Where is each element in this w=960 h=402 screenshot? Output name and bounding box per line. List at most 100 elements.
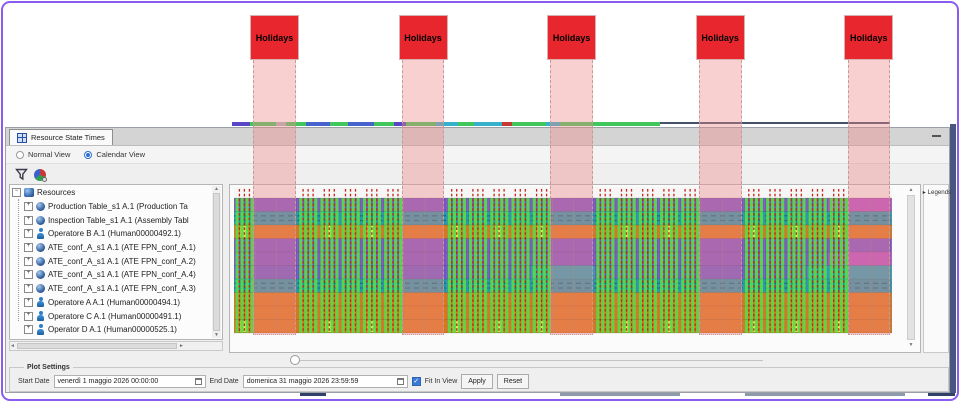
machine-icon bbox=[36, 215, 45, 225]
tree-item[interactable]: + ATE_conf_A_s1 A.1 (ATE FPN_conf_A.3) bbox=[12, 282, 212, 296]
calendar-icon[interactable] bbox=[396, 378, 404, 385]
background-window-right-edge bbox=[950, 124, 956, 393]
tree-vertical-scrollbar[interactable]: ▲ ▼ bbox=[212, 186, 221, 338]
fit-in-view-checkbox[interactable]: ✓ bbox=[411, 377, 421, 386]
start-date-label: Start Date bbox=[18, 378, 50, 385]
person-icon bbox=[36, 296, 45, 308]
resources-tree: − Resources + Production Table_s1 A.1 (Prod… bbox=[12, 186, 212, 339]
expander-icon[interactable]: + bbox=[24, 270, 33, 280]
tree-item-label: ATE_conf_A_s1 A.1 (ATE FPN_conf_A.4) bbox=[48, 270, 196, 280]
background-strip-segment bbox=[348, 122, 374, 126]
scroll-down-icon[interactable]: ▼ bbox=[908, 342, 914, 348]
plot-settings-controls: Start Date venerdì 1 maggio 2026 00:00:0… bbox=[18, 374, 530, 389]
background-strip-segment bbox=[406, 122, 436, 126]
apply-button[interactable]: Apply bbox=[461, 374, 493, 389]
plot-settings-group: Plot Settings Start Date venerdì 1 maggi… bbox=[9, 364, 949, 392]
scroll-up-icon[interactable]: ▲ bbox=[908, 187, 914, 193]
calendar-view-label[interactable]: Calendar View bbox=[96, 150, 146, 159]
expander-icon[interactable]: − bbox=[12, 188, 21, 198]
resource-table-icon bbox=[17, 132, 27, 143]
tree-item[interactable]: + Inspection Table_s1 A.1 (Assembly Tabl bbox=[12, 213, 212, 227]
background-strip-segment bbox=[300, 393, 326, 396]
state-times-chart[interactable] bbox=[234, 187, 892, 335]
tree-item-label: Inspection Table_s1 A.1 (Assembly Tabl bbox=[48, 215, 189, 225]
chart-vertical-scrollbar[interactable]: ▲ ▼ bbox=[906, 187, 916, 348]
normal-view-label[interactable]: Normal View bbox=[28, 150, 71, 159]
background-strip-segment bbox=[394, 122, 406, 126]
tree-item[interactable]: + Production Table_s1 A.1 (Production Ta bbox=[12, 200, 212, 214]
timeline-zoom-slider-row bbox=[6, 354, 951, 368]
tree-item[interactable]: + ATE_conf_A_s1 A.1 (ATE FPN_conf_A.2) bbox=[12, 254, 212, 268]
tree-item-label: Operatore B A.1 (Human00000492.1) bbox=[48, 229, 181, 239]
tree-item[interactable]: + Operatore A A.1 (Human00000494.1) bbox=[12, 296, 212, 310]
tab-bar: Resource State Times bbox=[6, 128, 949, 146]
person-icon bbox=[36, 228, 45, 239]
expander-icon[interactable]: + bbox=[24, 256, 33, 266]
legends-label: Legends bbox=[927, 189, 952, 196]
background-strip-segment bbox=[374, 122, 394, 126]
expander-icon[interactable]: + bbox=[24, 215, 33, 225]
tree-item-root[interactable]: − Resources bbox=[12, 186, 212, 200]
expander-icon[interactable]: + bbox=[24, 325, 33, 335]
legends-panel: ▸ Legends bbox=[923, 184, 952, 353]
tree-horizontal-scrollbar[interactable]: ◄ ► bbox=[9, 341, 223, 351]
tree-item[interactable]: + ATE_conf_A_s1 A.1 (ATE FPN_conf_A.1) bbox=[12, 241, 212, 255]
background-strip-segment bbox=[474, 122, 502, 126]
end-date-input[interactable]: domenica 31 maggio 2026 23:59:59 bbox=[242, 375, 408, 388]
scroll-down-icon[interactable]: ▼ bbox=[214, 332, 219, 338]
reset-button[interactable]: Reset bbox=[496, 374, 530, 389]
pie-chart-zoom-icon[interactable] bbox=[32, 167, 47, 182]
tab-resource-state-times[interactable]: Resource State Times bbox=[9, 129, 113, 145]
slider-handle[interactable] bbox=[290, 355, 300, 365]
machine-icon bbox=[36, 256, 45, 266]
tree-item-label: ATE_conf_A_s1 A.1 (ATE FPN_conf_A.2) bbox=[48, 256, 196, 266]
scroll-up-icon[interactable]: ▲ bbox=[214, 186, 219, 192]
resources-tree-panel: − Resources + Production Table_s1 A.1 (Prod… bbox=[9, 184, 223, 340]
tree-hscroll-thumb[interactable] bbox=[16, 343, 177, 349]
resource-state-times-window: Resource State Times Normal View Calenda… bbox=[5, 127, 952, 393]
filter-icon[interactable] bbox=[14, 167, 29, 182]
tree-item[interactable]: + ATE_conf_A_s1 A.1 (ATE FPN_conf_A.4) bbox=[12, 268, 212, 282]
calendar-view-radio[interactable] bbox=[84, 150, 93, 159]
tree-item[interactable]: + Operator D A.1 (Human00000525.1) bbox=[12, 323, 212, 337]
tree-item-label: Operatore A A.1 (Human00000494.1) bbox=[48, 297, 181, 307]
chart-vscroll-thumb[interactable] bbox=[907, 195, 915, 340]
expander-icon[interactable]: + bbox=[24, 243, 33, 253]
machine-icon bbox=[36, 243, 45, 253]
expander-icon[interactable]: + bbox=[24, 229, 33, 239]
holiday-badge: Holidays bbox=[695, 15, 745, 60]
calendar-icon[interactable] bbox=[194, 378, 202, 385]
expander-icon[interactable]: + bbox=[24, 311, 33, 321]
scroll-left-icon[interactable]: ◄ bbox=[10, 343, 15, 349]
machine-icon bbox=[36, 202, 45, 212]
scroll-right-icon[interactable]: ► bbox=[178, 343, 184, 349]
start-date-input[interactable]: venerdì 1 maggio 2026 00:00:00 bbox=[53, 375, 206, 388]
tree-item[interactable]: + Operatore C A.1 (Human00000491.1) bbox=[12, 309, 212, 323]
fit-in-view-label: Fit In View bbox=[424, 378, 458, 385]
holiday-badge: Holidays bbox=[398, 15, 448, 60]
state-times-chart-panel[interactable]: ▲ ▼ bbox=[229, 184, 921, 353]
background-strip-segment bbox=[660, 122, 890, 124]
slider-track[interactable] bbox=[297, 360, 763, 361]
background-strip-segment bbox=[546, 122, 560, 126]
end-date-label: End Date bbox=[209, 378, 239, 385]
expander-icon[interactable]: + bbox=[24, 284, 33, 294]
resources-cube-icon bbox=[24, 188, 34, 198]
holiday-badge: Holidays bbox=[250, 15, 299, 60]
legends-expander[interactable]: ▸ Legends bbox=[923, 188, 952, 196]
background-strip-segment bbox=[502, 122, 512, 126]
plot-settings-title: Plot Settings bbox=[24, 364, 73, 371]
background-strip-segment bbox=[232, 122, 250, 126]
expander-icon[interactable]: + bbox=[24, 202, 33, 212]
tree-item-label: ATE_conf_A_s1 A.1 (ATE FPN_conf_A.3) bbox=[48, 284, 196, 294]
minimize-icon[interactable] bbox=[932, 135, 941, 137]
normal-view-radio[interactable] bbox=[16, 150, 24, 159]
background-strip-segment bbox=[458, 122, 474, 126]
tree-vscroll-thumb[interactable] bbox=[213, 193, 220, 331]
tree-item[interactable]: + Operatore B A.1 (Human00000492.1) bbox=[12, 227, 212, 241]
person-icon bbox=[36, 324, 45, 335]
holiday-badge: Holidays bbox=[844, 15, 894, 60]
background-strip-segment bbox=[745, 393, 905, 396]
tree-item-label: Operatore C A.1 (Human00000491.1) bbox=[48, 311, 182, 321]
expander-icon[interactable]: + bbox=[24, 297, 33, 307]
